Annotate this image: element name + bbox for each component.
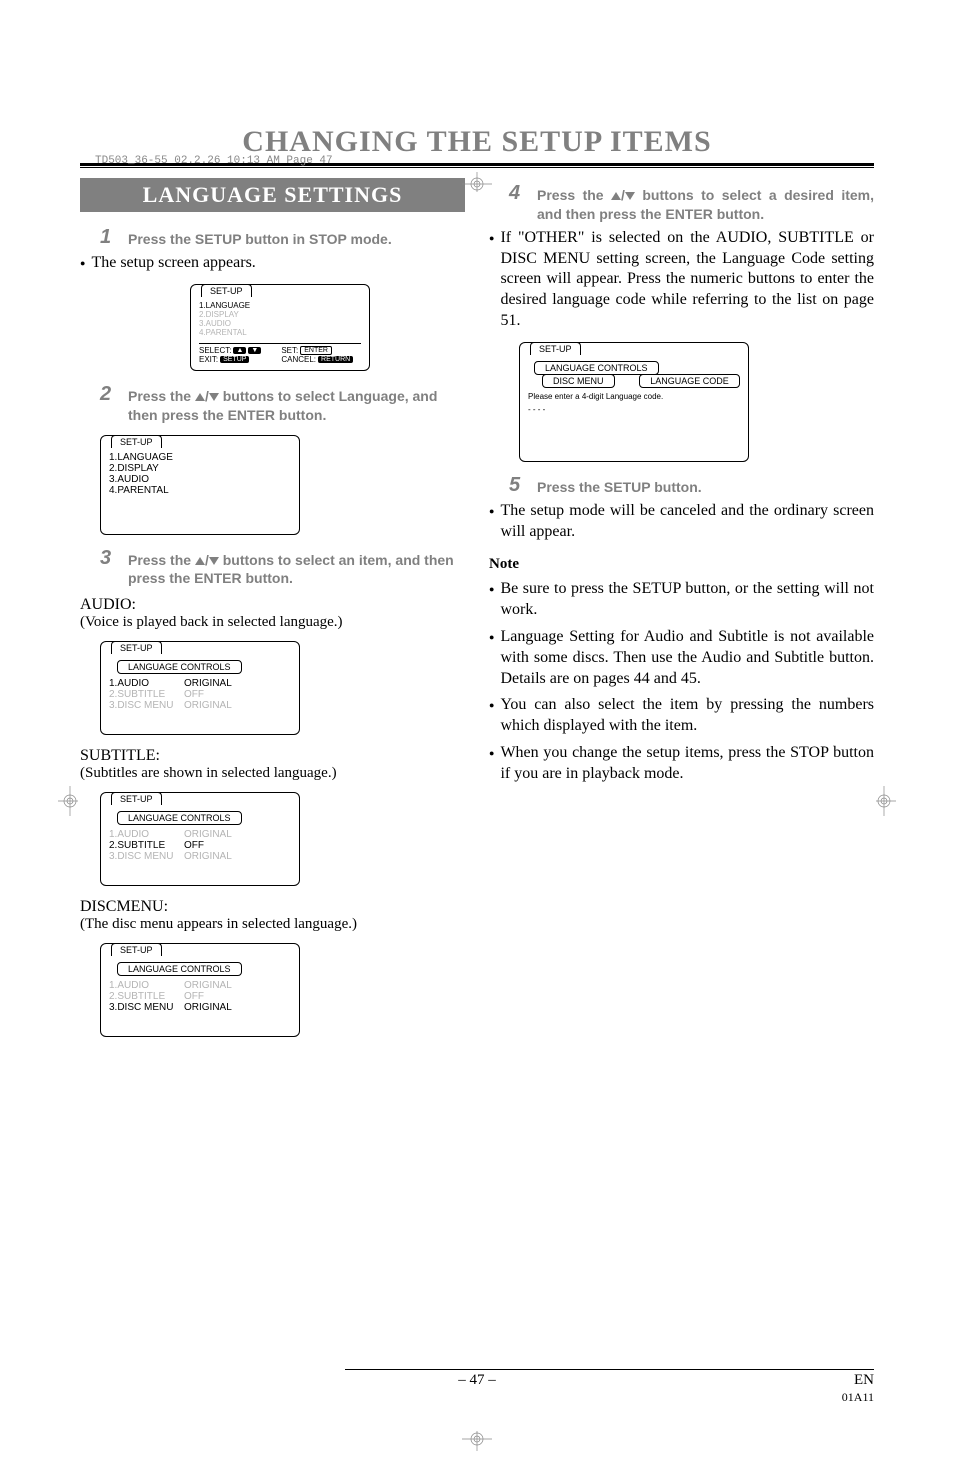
step-text: Press the SETUP button in STOP mode. — [128, 230, 392, 249]
osd-item: 3.AUDIO — [199, 319, 361, 328]
osd-tab: SET-UP — [201, 284, 252, 297]
osd-subtab: LANGUAGE CONTROLS — [117, 811, 242, 825]
discmenu-desc: (The disc menu appears in selected langu… — [80, 916, 465, 933]
footer-code-en: EN — [854, 1372, 874, 1388]
page-number: – 47 – — [458, 1372, 496, 1388]
osd-tab: SET-UP — [111, 792, 162, 805]
left-column: LANGUAGE SETTINGS 1 Press the SETUP butt… — [80, 178, 465, 1049]
osd-path-1: LANGUAGE CONTROLS — [534, 361, 659, 375]
osd-item: 2.DISPLAY — [199, 310, 361, 319]
setup-appears: The setup screen appears. — [80, 253, 465, 274]
osd-discmenu: SET-UP LANGUAGE CONTROLS 1.AUDIOORIGINAL… — [100, 943, 300, 1037]
step-number: 4 — [509, 182, 527, 205]
up-icon — [195, 557, 205, 565]
subtitle-desc: (Subtitles are shown in selected languag… — [80, 765, 465, 782]
note-heading: Note — [489, 556, 874, 573]
osd-prompt: Please enter a 4-digit Language code. — [528, 392, 740, 401]
note-list: Be sure to press the SETUP button, or th… — [489, 579, 874, 784]
up-icon — [195, 393, 205, 401]
footer: – 47 – EN 01A11 — [80, 1369, 874, 1406]
note-item: Be sure to press the SETUP button, or th… — [489, 579, 874, 621]
step-text: Press the / buttons to select a desired … — [537, 186, 874, 224]
osd-item: 2.DISPLAY — [109, 463, 291, 474]
note-item: You can also select the item by pressing… — [489, 695, 874, 737]
osd-item: 3.AUDIO — [109, 474, 291, 485]
discmenu-label: DISCMENU: — [80, 898, 465, 916]
osd-item: 1.LANGUAGE — [199, 301, 361, 310]
osd-audio: SET-UP LANGUAGE CONTROLS 1.AUDIOORIGINAL… — [100, 641, 300, 735]
other-note: If "OTHER" is selected on the AUDIO, SUB… — [489, 228, 874, 332]
osd-subtab: LANGUAGE CONTROLS — [117, 660, 242, 674]
osd-dashes: - - - - — [528, 405, 740, 414]
step-number: 1 — [100, 226, 118, 249]
cancel-note: The setup mode will be canceled and the … — [489, 501, 874, 543]
page-title: CHANGING THE SETUP ITEMS — [80, 125, 874, 159]
osd-language-code: SET-UP LANGUAGE CONTROLS DISC MENU LANGU… — [519, 342, 749, 462]
title-rule-thin — [80, 167, 874, 168]
osd-item: 4.PARENTAL — [199, 328, 361, 337]
osd-setup-initial: SET-UP 1.LANGUAGE 2.DISPLAY 3.AUDIO 4.PA… — [190, 284, 370, 371]
note-item: Language Setting for Audio and Subtitle … — [489, 627, 874, 689]
step-1: 1 Press the SETUP button in STOP mode. — [100, 226, 465, 249]
note-item: When you change the setup items, press t… — [489, 743, 874, 785]
osd-subtitle: SET-UP LANGUAGE CONTROLS 1.AUDIOORIGINAL… — [100, 792, 300, 886]
step-4: 4 Press the / buttons to select a desire… — [509, 182, 874, 224]
audio-label: AUDIO: — [80, 596, 465, 614]
osd-path-3: LANGUAGE CODE — [639, 374, 740, 388]
osd-tab: SET-UP — [111, 641, 162, 654]
osd-tab: SET-UP — [530, 342, 581, 355]
right-column: 4 Press the / buttons to select a desire… — [489, 178, 874, 1049]
step-number: 2 — [100, 383, 118, 406]
step-5: 5 Press the SETUP button. — [509, 474, 874, 497]
down-icon — [625, 192, 635, 200]
osd-setup-language: SET-UP 1.LANGUAGE 2.DISPLAY 3.AUDIO 4.PA… — [100, 435, 300, 535]
down-icon — [209, 557, 219, 565]
footer-code-rev: 01A11 — [842, 1390, 874, 1404]
header-code: TD503_36-55 02.2.26 10:13 AM Page 47 — [95, 155, 333, 167]
crop-mark-top — [452, 172, 502, 192]
crop-mark-left — [58, 776, 78, 826]
step-3: 3 Press the / buttons to select an item,… — [100, 547, 465, 589]
subtitle-label: SUBTITLE: — [80, 747, 465, 765]
up-icon — [611, 192, 621, 200]
step-number: 3 — [100, 547, 118, 570]
crop-mark-right — [876, 776, 896, 826]
step-text: Press the / buttons to select an item, a… — [128, 551, 465, 589]
osd-path-2: DISC MENU — [542, 374, 615, 388]
osd-tab: SET-UP — [111, 435, 162, 448]
audio-desc: (Voice is played back in selected langua… — [80, 614, 465, 631]
osd-item: 4.PARENTAL — [109, 485, 291, 496]
osd-tab: SET-UP — [111, 943, 162, 956]
crop-mark-bottom — [452, 1431, 502, 1451]
osd-subtab: LANGUAGE CONTROLS — [117, 962, 242, 976]
step-number: 5 — [509, 474, 527, 497]
section-banner: LANGUAGE SETTINGS — [80, 178, 465, 212]
osd-bottom-bar: SELECT: ▲▼ EXIT: SETUP SET: ENTER CANCEL… — [199, 343, 361, 364]
step-2: 2 Press the / buttons to select Language… — [100, 383, 465, 425]
down-icon — [209, 393, 219, 401]
osd-item: 1.LANGUAGE — [109, 452, 291, 463]
step-text: Press the SETUP button. — [537, 478, 702, 497]
step-text: Press the / buttons to select Language, … — [128, 387, 465, 425]
